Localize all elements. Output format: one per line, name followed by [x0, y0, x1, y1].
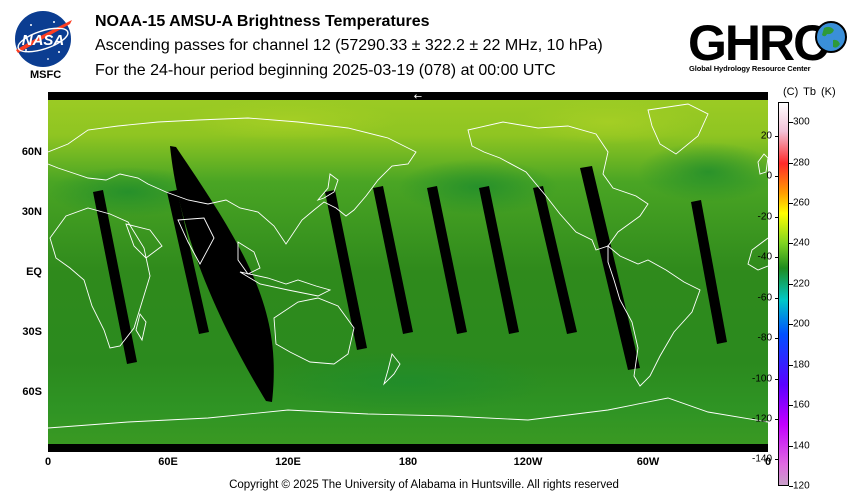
swath-gap-6 — [479, 186, 519, 334]
swath-gap-9 — [691, 200, 727, 344]
lat-label-eq: EQ — [26, 266, 42, 278]
colorbar-celsius-tick: 0 — [766, 170, 772, 182]
colorbar-kelvin-tick: 200 — [793, 318, 810, 330]
colorbar-kelvin-tick: 220 — [793, 278, 810, 290]
colorbar-kelvin-tick: 240 — [793, 237, 810, 249]
colorbar-kelvin-tick: 300 — [793, 116, 810, 128]
colorbar-celsius-tick-mark — [775, 338, 779, 340]
colorbar — [778, 102, 789, 486]
colorbar-kelvin-tick: 260 — [793, 197, 810, 209]
copyright-text: Copyright © 2025 The University of Alaba… — [229, 479, 619, 491]
colorbar-kelvin-tick-mark — [789, 324, 793, 326]
lon-label-0: 0 — [44, 456, 52, 468]
swath-gap-3 — [325, 190, 367, 350]
page-title: NOAA-15 AMSU-A Brightness Temperatures — [95, 13, 430, 30]
swath-gap-4 — [373, 186, 413, 334]
lat-label-60n: 60N — [21, 146, 42, 158]
page-subtitle: Ascending passes for channel 12 (57290.3… — [95, 37, 603, 54]
colorbar-kelvin-tick-mark — [789, 486, 793, 487]
colorbar-celsius-tick: 20 — [760, 130, 772, 142]
title-block: NOAA-15 AMSU-A Brightness Temperatures A… — [95, 11, 603, 83]
lat-label-30n: 30N — [21, 206, 42, 218]
colorbar-celsius-tick: -80 — [757, 332, 772, 344]
coastlines — [48, 103, 768, 429]
copyright-notice: Copyright © 2025 The University of Alaba… — [0, 479, 854, 491]
time-period: For the 24-hour period beginning 2025-03… — [95, 62, 556, 79]
lon-label-5: 60W — [636, 456, 660, 468]
colorbar-kelvin-tick-mark — [789, 203, 793, 205]
colorbar-celsius-tick: -140 — [751, 453, 772, 465]
colorbar-kelvin-tick-mark — [789, 243, 793, 245]
swath-gap-7 — [533, 186, 577, 334]
colorbar-celsius-tick: -20 — [757, 211, 772, 223]
colorbar-kelvin-tick-mark — [789, 445, 793, 447]
lon-label-6: 0 — [764, 456, 772, 468]
colorbar-celsius-tick-mark — [775, 297, 779, 299]
swath-gap-large — [170, 146, 274, 402]
lon-label-1: 60E — [158, 456, 178, 468]
south-nodata-band — [48, 444, 768, 452]
temperature-field — [48, 92, 768, 452]
lat-label-30s: 30S — [22, 326, 42, 338]
colorbar-kelvin-tick: 140 — [793, 440, 810, 452]
colorbar-kelvin-tick-mark — [789, 283, 793, 285]
colorbar-celsius-tick: -40 — [757, 251, 772, 263]
lon-label-2: 120E — [275, 456, 301, 468]
colorbar-celsius-tick-mark — [775, 459, 779, 461]
swath-gap-5 — [427, 186, 467, 334]
colorbar-celsius-tick-mark — [775, 136, 779, 138]
colorbar-kelvin-tick: 280 — [793, 157, 810, 169]
lat-label-60s: 60S — [22, 386, 42, 398]
colorbar-celsius-tick-mark — [775, 176, 779, 178]
lon-label-3: 180 — [398, 456, 418, 468]
ghrc-subtitle: Global Hydrology Resource Center — [689, 64, 811, 73]
swath-gap-2 — [167, 190, 209, 334]
colorbar-celsius-tick-mark — [775, 419, 779, 420]
swath-gap-1 — [93, 190, 137, 364]
colorbar-celsius-tick-mark — [775, 216, 779, 218]
colorbar-header: (C) Tb (K) — [783, 86, 836, 98]
ghrc-logo: GHRC — [688, 15, 847, 71]
nasa-logo: NASA — [15, 11, 72, 67]
colorbar-celsius-tick: -120 — [751, 413, 772, 425]
colorbar-kelvin-tick: 160 — [793, 399, 810, 411]
ghrc-wordmark: GHRC — [688, 15, 828, 71]
center-label: MSFC — [30, 69, 62, 81]
colorbar-kelvin-tick: 120 — [793, 480, 810, 492]
colorbar-kelvin-tick: 180 — [793, 359, 810, 371]
swath-gaps — [93, 146, 727, 402]
colorbar-kelvin-tick-mark — [789, 162, 793, 164]
colorbar-kelvin-tick-mark — [789, 122, 793, 124]
direction-arrow-icon: ← — [414, 92, 422, 103]
colorbar-kelvin-tick-mark — [789, 405, 793, 407]
colorbar-celsius-tick-mark — [775, 378, 779, 380]
lon-label-4: 120W — [513, 456, 543, 468]
colorbar-celsius-tick-mark — [775, 257, 779, 259]
north-nodata-band — [48, 92, 768, 100]
brightness-temperature-map: ← — [48, 92, 768, 452]
colorbar-kelvin-tick-mark — [789, 364, 793, 366]
colorbar-celsius-tick: -60 — [757, 292, 772, 304]
colorbar-celsius-tick: -100 — [751, 373, 772, 385]
nasa-wordmark: NASA — [22, 32, 65, 49]
